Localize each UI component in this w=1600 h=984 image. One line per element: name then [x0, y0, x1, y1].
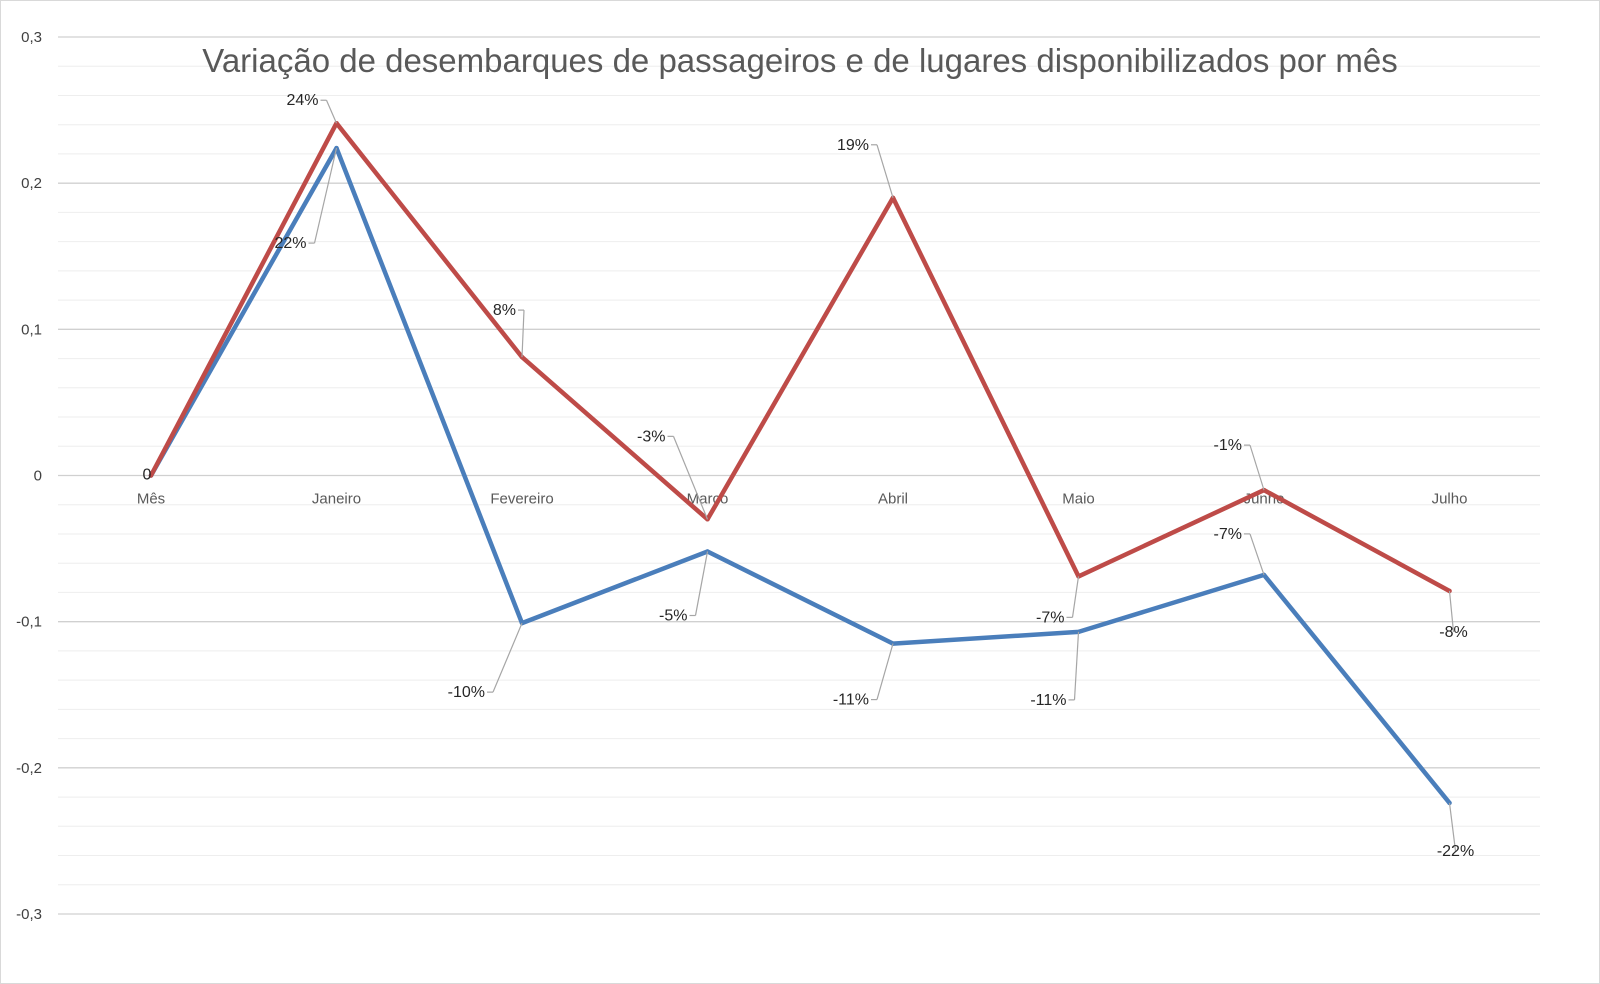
data-label: -10% [448, 684, 485, 701]
leader-line [1448, 590, 1455, 633]
x-tick-label: Fevereiro [490, 491, 553, 508]
y-tick-label: 0,3 [21, 29, 42, 46]
y-tick-label: 0,2 [21, 175, 42, 192]
leader-line [1071, 576, 1080, 618]
y-tick-label: -0,1 [16, 614, 42, 631]
data-label: 0 [143, 467, 152, 484]
data-label: -22% [1437, 843, 1474, 860]
data-point [148, 473, 154, 478]
leader-line [1249, 444, 1265, 491]
y-tick-label: 0 [34, 468, 42, 485]
series-line-1 [148, 145, 1452, 806]
y-axis: 0,3 0,2 0,1 0 -0,1 -0,2 -0,3 [16, 29, 42, 923]
data-label: -5% [659, 608, 687, 625]
x-tick-label: Maio [1062, 491, 1095, 508]
data-label: 8% [493, 302, 516, 319]
data-label: 19% [837, 137, 869, 154]
series-layer [148, 120, 1452, 806]
data-labels: 0 22% -10% -5% -11% -11% -7% -22% 24% 8% -3% 19% -7%… [143, 92, 1475, 860]
y-tick-label: -0,3 [16, 906, 42, 923]
leader-line [672, 436, 709, 520]
leader-line [1073, 631, 1080, 700]
leader-line [876, 144, 894, 198]
leader-line [325, 99, 338, 124]
data-label: -11% [833, 692, 869, 709]
leader-line [1249, 533, 1265, 576]
y-tick-label: 0,1 [21, 321, 42, 338]
series-line-2 [148, 120, 1452, 594]
data-label: -11% [1030, 692, 1066, 709]
leader-line [313, 147, 338, 244]
x-tick-label: Janeiro [312, 491, 361, 508]
data-point [334, 121, 339, 126]
x-tick-label: Abril [878, 491, 908, 508]
x-tick-label: Mês [137, 491, 165, 508]
data-label: -7% [1036, 609, 1064, 626]
leader-line [492, 622, 523, 693]
chart-title: Variação de desembarques de passageiros … [202, 42, 1397, 79]
major-gridlines [58, 36, 1540, 915]
leader-line [521, 310, 525, 358]
data-label: -8% [1439, 624, 1467, 641]
data-label: 24% [286, 92, 318, 109]
y-tick-label: -0,2 [16, 760, 42, 777]
x-tick-label: Julho [1432, 491, 1468, 508]
leader-lines [308, 99, 1457, 851]
minor-gridlines [58, 65, 1540, 886]
leader-line [1448, 802, 1457, 851]
leader-line [694, 551, 709, 616]
leader-line [876, 643, 894, 700]
data-label: -3% [637, 428, 665, 445]
data-label: -7% [1214, 526, 1242, 543]
data-label: -1% [1214, 437, 1242, 454]
data-label: 22% [274, 235, 306, 252]
